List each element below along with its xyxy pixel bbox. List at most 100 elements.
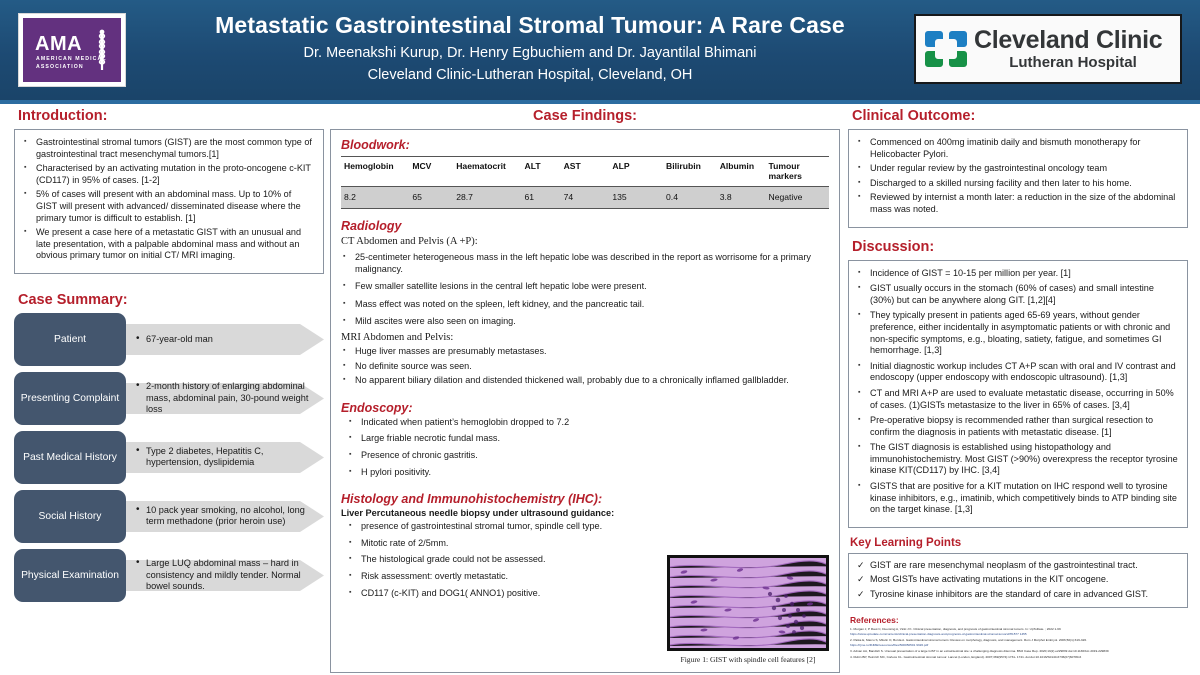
case-summary-label: Physical Examination xyxy=(14,548,126,602)
list-item: Most GISTs have activating mutations in … xyxy=(856,574,1179,586)
case-summary-list: Patient 67-year-old man Presenting Compl… xyxy=(14,312,324,602)
cleveland-clinic-mark-icon xyxy=(924,27,968,71)
references-heading: References: xyxy=(850,614,899,625)
table-header-row: Hemoglobin MCV Haematocrit ALT AST ALP B… xyxy=(341,156,829,187)
case-summary-row-patient: Patient 67-year-old man xyxy=(14,312,324,366)
histology-heading: Histology and Immunohistochemistry (IHC)… xyxy=(341,492,603,507)
reference-item: 3. Adnan AA, Bandish S. Unusual presenta… xyxy=(850,649,1109,653)
list-item: Mass effect was noted on the spleen, lef… xyxy=(341,298,829,311)
table-column-header: Bilirubin xyxy=(663,156,717,187)
list-item: GIST are rare mesenchymal neoplasm of th… xyxy=(856,560,1179,572)
list-item: Risk assessment: overtly metastatic. xyxy=(347,570,661,583)
histology-block: Histology and Immunohistochemistry (IHC)… xyxy=(341,492,661,599)
table-cell: 61 xyxy=(521,186,561,209)
list-item: Few smaller satellite lesions in the cen… xyxy=(341,280,829,293)
table-column-header: Tumour markers xyxy=(765,156,829,187)
case-summary-label: Past Medical History xyxy=(14,430,126,484)
endoscopy-block: Endoscopy: Indicated when patient’s hemo… xyxy=(341,401,829,478)
list-item: Under regular review by the gastrointest… xyxy=(856,162,1178,175)
list-item: Gastrointestinal stromal tumors (GIST) a… xyxy=(22,136,314,160)
reference-item: 1. Morgan J, P Raut C, Duensing A, Vicki… xyxy=(850,626,1061,631)
radiology-mri-bullet-list: Huge liver masses are presumably metasta… xyxy=(341,345,829,387)
bloodwork-table: Hemoglobin MCV Haematocrit ALT AST ALP B… xyxy=(341,156,829,209)
case-summary-row-physical-examination: Physical Examination Large LUQ abdominal… xyxy=(14,548,324,602)
case-summary-text: 2-month history of enlarging abdominal m… xyxy=(136,380,314,416)
table-cell: 3.8 xyxy=(716,186,766,209)
cleveland-clinic-logo: Cleveland Clinic Lutheran Hospital xyxy=(914,14,1182,84)
list-item: H pylori positivity. xyxy=(347,466,829,479)
case-summary-label: Presenting Complaint xyxy=(14,371,126,425)
radiology-ct-bullet-list: 25-centimeter heterogeneous mass in the … xyxy=(341,251,829,328)
key-learning-bullet-list: GIST are rare mesenchymal neoplasm of th… xyxy=(856,560,1179,601)
list-item: Large friable necrotic fundal mass. xyxy=(347,432,829,445)
table-cell: 65 xyxy=(409,186,454,209)
table-cell: 0.4 xyxy=(663,186,717,209)
key-learning-points-panel: GIST are rare mesenchymal neoplasm of th… xyxy=(848,552,1188,608)
caduceus-icon xyxy=(98,29,106,70)
table-column-header: Hemoglobin xyxy=(341,156,410,187)
reference-item-url: https://rjme.ro/RJME/resources/files/500… xyxy=(850,643,929,648)
case-findings-heading: Case Findings: xyxy=(533,108,637,124)
table-column-header: Haematocrit xyxy=(453,156,522,187)
case-summary-row-presenting-complaint: Presenting Complaint 2-month history of … xyxy=(14,371,324,425)
center-column: Case Findings: Bloodwork: Hemoglobin MCV… xyxy=(330,108,840,673)
case-summary-text: Large LUQ abdominal mass – hard in consi… xyxy=(136,557,314,593)
endoscopy-bullet-list: Indicated when patient’s hemoglobin drop… xyxy=(347,416,829,479)
list-item: Presence of chronic gastritis. xyxy=(347,449,829,462)
introduction-bullet-list: Gastrointestinal stromal tumors (GIST) a… xyxy=(22,136,314,262)
list-item: Huge liver masses are presumably metasta… xyxy=(341,345,829,358)
histology-subheading: Liver Percutaneous needle biopsy under u… xyxy=(341,508,615,519)
table-cell: 8.2 xyxy=(341,186,410,209)
list-item: Mild ascites were also seen on imaging. xyxy=(341,315,829,328)
table-column-header: ALT xyxy=(521,156,561,187)
clinical-outcome-bullet-list: Commenced on 400mg imatinib daily and bi… xyxy=(856,136,1178,216)
reference-item-url: https://www.uptodate.com/contents/clinic… xyxy=(850,632,1027,637)
figure-1: Figure 1: GIST with spindle cell feature… xyxy=(667,555,829,664)
case-summary-label: Patient xyxy=(14,312,126,366)
table-row: 8.2 65 28.7 61 74 135 0.4 3.8 Negative xyxy=(341,186,829,209)
list-item: presence of gastrointestinal stromal tum… xyxy=(347,520,661,533)
list-item: The GIST diagnosis is established using … xyxy=(856,441,1178,477)
list-item: CT and MRI A+P are used to evaluate meta… xyxy=(856,387,1178,411)
ama-wordmark: AMA xyxy=(35,33,83,55)
discussion-bullet-list: Incidence of GIST = 10-15 per million pe… xyxy=(856,267,1178,516)
case-summary-heading: Case Summary: xyxy=(18,291,128,308)
case-summary-row-social-history: Social History 10 pack year smoking, no … xyxy=(14,489,324,543)
introduction-heading: Introduction: xyxy=(18,108,108,124)
case-summary-text-wrap: 10 pack year smoking, no alcohol, long t… xyxy=(136,490,314,543)
list-item: Discharged to a skilled nursing facility… xyxy=(856,177,1178,190)
case-summary-text: Type 2 diabetes, Hepatitis C, hypertensi… xyxy=(136,445,314,470)
case-summary-text: 67-year-old man xyxy=(136,333,213,346)
poster-header: AMA AMERICAN MEDICAL ASSOCIATION Metasta… xyxy=(0,0,1200,100)
list-item: Indicated when patient’s hemoglobin drop… xyxy=(347,416,829,429)
table-cell: 28.7 xyxy=(453,186,522,209)
cleveland-clinic-subname: Lutheran Hospital xyxy=(1009,54,1137,71)
ama-subtext-line1: AMERICAN MEDICAL xyxy=(36,56,107,62)
table-cell: 135 xyxy=(609,186,664,209)
list-item: They typically present in patients aged … xyxy=(856,309,1178,356)
case-summary-text-wrap: 67-year-old man xyxy=(136,313,314,366)
ama-logo: AMA AMERICAN MEDICAL ASSOCIATION xyxy=(18,13,126,87)
list-item: The histological grade could not be asse… xyxy=(347,553,661,566)
radiology-ct-label: CT Abdomen and Pelvis (A +P): xyxy=(341,236,478,247)
list-item: Reviewed by internist a month later: a r… xyxy=(856,191,1178,215)
list-item: Tyrosine kinase inhibitors are the stand… xyxy=(856,589,1179,601)
left-column: Introduction: Gastrointestinal stromal t… xyxy=(14,108,324,608)
discussion-heading: Discussion: xyxy=(852,238,935,255)
clinical-outcome-panel: Commenced on 400mg imatinib daily and bi… xyxy=(848,129,1188,228)
list-item: Characterised by an activating mutation … xyxy=(22,162,314,186)
introduction-panel: Gastrointestinal stromal tumors (GIST) a… xyxy=(14,129,324,274)
case-summary-text-wrap: Type 2 diabetes, Hepatitis C, hypertensi… xyxy=(136,431,314,484)
table-cell: 74 xyxy=(560,186,610,209)
case-summary-text-wrap: 2-month history of enlarging abdominal m… xyxy=(136,372,314,425)
bloodwork-heading: Bloodwork: xyxy=(341,138,410,152)
table-column-header: MCV xyxy=(409,156,454,187)
cleveland-clinic-text: Cleveland Clinic Lutheran Hospital xyxy=(974,27,1172,72)
list-item: GIST usually occurs in the stomach (60% … xyxy=(856,282,1178,306)
list-item: No definite source was seen. xyxy=(341,360,829,373)
case-summary-text-wrap: Large LUQ abdominal mass – hard in consi… xyxy=(136,549,314,602)
list-item: Mitotic rate of 2/5mm. xyxy=(347,537,661,550)
ama-logo-inner: AMA AMERICAN MEDICAL ASSOCIATION xyxy=(23,18,121,82)
right-column: Clinical Outcome: Commenced on 400mg ima… xyxy=(848,108,1188,660)
